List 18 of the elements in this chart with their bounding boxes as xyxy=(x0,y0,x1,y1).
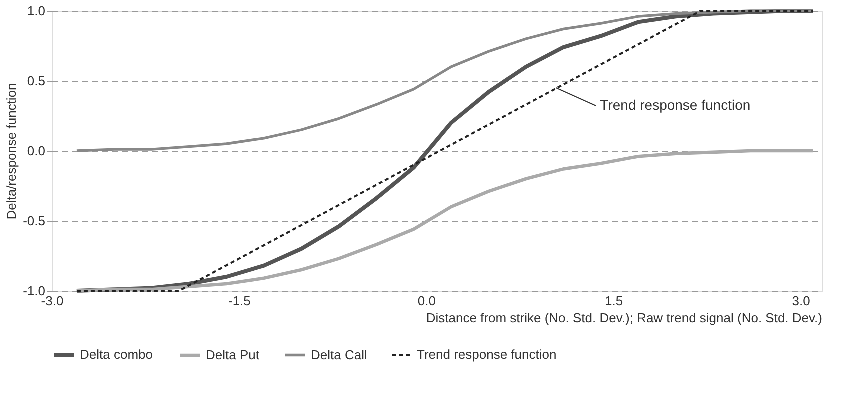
annotation: Trend response function xyxy=(600,97,751,113)
legend-label: Delta Put xyxy=(206,348,260,362)
x-tick-label: 0.0 xyxy=(418,294,436,308)
y-tick-label: 0.5 xyxy=(27,74,46,88)
legend-label: Delta Call xyxy=(311,347,368,362)
legend-label: Trend response function xyxy=(417,347,557,362)
y-tick-label: 1.0 xyxy=(27,4,46,18)
y-tick-label: -0.5 xyxy=(23,214,46,228)
x-tick-label: 1.5 xyxy=(605,294,624,308)
legend-label: Delta combo xyxy=(80,347,153,362)
y-tick-label: 0.0 xyxy=(27,144,46,158)
x-tick-label: 3.0 xyxy=(792,294,810,308)
x-tick-label: -1.5 xyxy=(228,294,251,308)
line-series xyxy=(76,10,815,152)
x-axis-title: Distance from strike (No. Std. Dev.); Raw trend signal (No. Std. Dev.) xyxy=(426,310,822,326)
line-series xyxy=(75,149,815,293)
y-axis-title: Delta/response function xyxy=(4,83,20,220)
y-tick-label: -1.0 xyxy=(23,284,46,298)
